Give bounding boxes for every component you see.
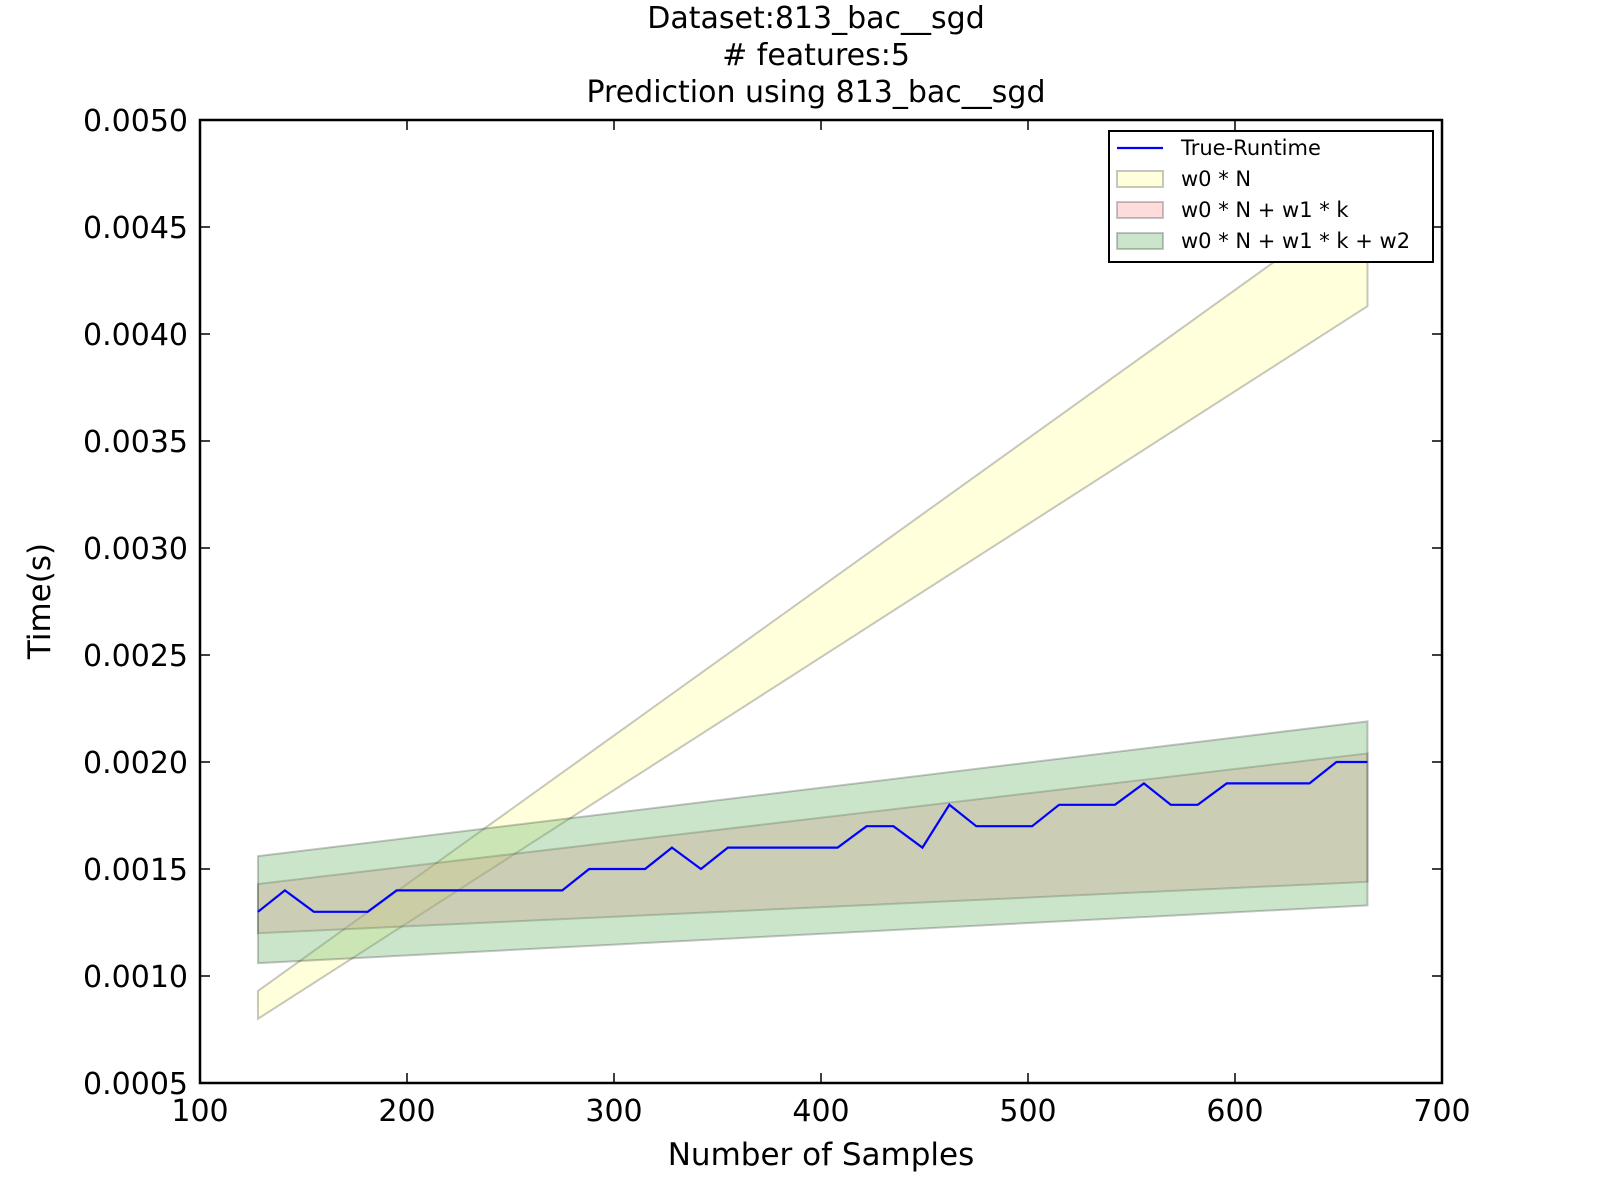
y-tick-label: 0.0035 (83, 425, 188, 460)
y-tick-label: 0.0015 (83, 853, 188, 888)
y-tick-label: 0.0010 (83, 960, 188, 995)
y-tick-label: 0.0045 (83, 211, 188, 246)
series-line-0 (257, 760, 1368, 913)
legend-band-swatch (1116, 170, 1164, 188)
y-tick-label: 0.0025 (83, 639, 188, 674)
legend-label: w0 * N (1181, 167, 1251, 191)
y-tick-label: 0.0020 (83, 746, 188, 781)
x-axis-ticks: 100 200 300 400 500 600 700 (171, 120, 1471, 1129)
x-axis-label: Number of Samples (668, 1137, 975, 1173)
legend-frame (1108, 130, 1434, 263)
legend: True-Runtime w0 * N w0 * N + w1 * k w0 * N … (1108, 130, 1434, 263)
legend-band-swatch (1116, 201, 1164, 219)
y-tick-label: 0.0050 (83, 104, 188, 139)
x-tick-label: 400 (792, 1094, 849, 1129)
legend-band-swatch (1116, 232, 1164, 250)
x-tick-label: 700 (1413, 1094, 1470, 1129)
band-1 (256, 192, 1369, 1021)
legend-label: w0 * N + w1 * k (1181, 198, 1349, 222)
runtime-lines (257, 760, 1368, 913)
band-2 (256, 752, 1369, 935)
y-axis-ticks: 0.0005 0.0010 0.0015 0.0020 0.0025 0.0030 0.00… (83, 104, 1442, 1102)
y-tick-label: 0.0005 (83, 1067, 188, 1102)
legend-label: w0 * N + w1 * k + w2 (1181, 229, 1410, 253)
x-tick-label: 200 (378, 1094, 435, 1129)
legend-label: True-Runtime (1180, 136, 1321, 160)
x-tick-label: 600 (1206, 1094, 1263, 1129)
y-axis-label: Time(s) (22, 543, 58, 660)
y-tick-label: 0.0040 (83, 318, 188, 353)
band-3 (256, 720, 1369, 965)
title-line-1: Dataset:813_bac__sgd (647, 1, 985, 36)
x-tick-label: 300 (585, 1094, 642, 1129)
title-line-2: # features:5 (722, 38, 910, 73)
prediction-bands (256, 192, 1369, 1021)
y-tick-label: 0.0030 (83, 532, 188, 567)
x-tick-label: 100 (171, 1094, 228, 1129)
chart-title: Dataset:813_bac__sgd # features:5 Predic… (586, 1, 1045, 110)
title-line-3: Prediction using 813_bac__sgd (586, 75, 1045, 110)
x-tick-label: 500 (999, 1094, 1056, 1129)
